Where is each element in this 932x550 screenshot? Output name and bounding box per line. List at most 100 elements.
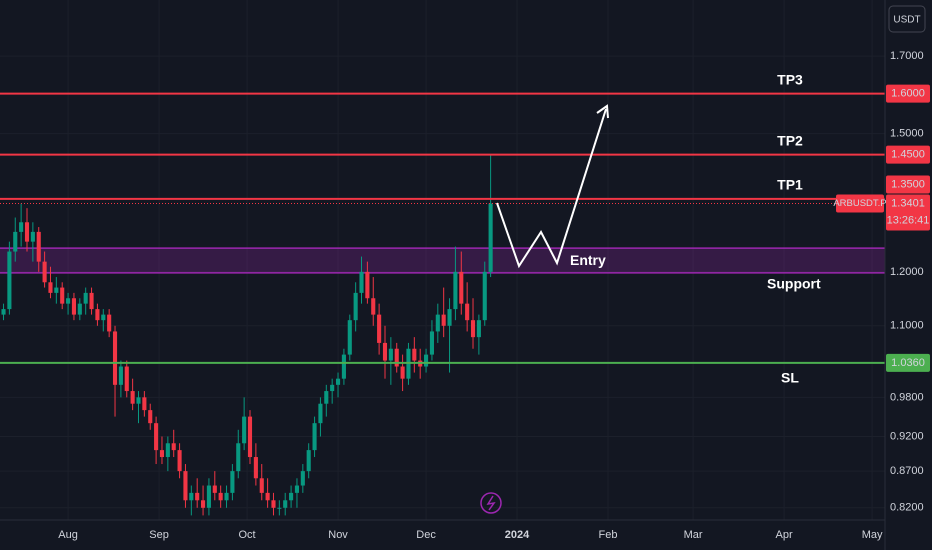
candle-body bbox=[236, 443, 241, 472]
candle-body bbox=[7, 251, 12, 310]
candle-body bbox=[36, 231, 41, 262]
levels: TP3 TP2 TP1 SL bbox=[0, 71, 885, 386]
candle-body bbox=[324, 391, 329, 404]
candle-body bbox=[359, 271, 364, 293]
price-tags: 1.6000 1.4500 1.3500 1.0360 1.3401 13:26:41AR… bbox=[833, 84, 930, 372]
candle-body bbox=[253, 457, 258, 479]
candle-body bbox=[377, 314, 382, 343]
candle-body bbox=[247, 416, 253, 458]
x-tick-label: Mar bbox=[684, 529, 703, 541]
candle-body bbox=[289, 492, 294, 501]
candle-body bbox=[312, 423, 317, 451]
candle-body bbox=[382, 342, 388, 361]
candle-body bbox=[429, 331, 434, 355]
x-tick-label: Sep bbox=[149, 529, 169, 541]
candle-body bbox=[412, 348, 417, 361]
y-tick-label: 0.8200 bbox=[890, 502, 924, 514]
candle-body bbox=[470, 320, 476, 338]
icon-ring bbox=[480, 492, 502, 514]
projection-arrowhead bbox=[596, 104, 609, 119]
candle-body bbox=[177, 450, 182, 472]
price-tag bbox=[886, 175, 930, 194]
x-tick-label: Apr bbox=[775, 529, 792, 541]
candle-body bbox=[71, 298, 76, 315]
candle-body bbox=[242, 416, 247, 444]
candle-body bbox=[294, 485, 300, 493]
candle-body bbox=[482, 271, 487, 321]
level-name: TP3 bbox=[777, 71, 803, 87]
candle-body bbox=[488, 203, 493, 272]
candle-body bbox=[136, 397, 141, 404]
candle-body bbox=[453, 271, 458, 310]
price-tag bbox=[886, 84, 930, 103]
candle-body bbox=[335, 378, 341, 385]
candle-body bbox=[400, 366, 405, 379]
price-tag bbox=[886, 353, 930, 372]
candle-body bbox=[189, 492, 194, 501]
candle-body bbox=[83, 292, 88, 304]
candle-body bbox=[347, 320, 352, 355]
candle-body bbox=[447, 309, 452, 326]
y-tick-label: 1.2000 bbox=[890, 266, 924, 278]
candle-body bbox=[1, 309, 6, 315]
x-tick-label: 2024 bbox=[505, 529, 530, 541]
candle-body bbox=[459, 271, 464, 304]
candle-body bbox=[54, 287, 59, 293]
x-tick-label: May bbox=[862, 529, 883, 541]
candle-body bbox=[183, 471, 188, 501]
candle-body bbox=[265, 492, 270, 501]
candle-body bbox=[353, 292, 358, 321]
grid bbox=[0, 0, 885, 520]
candle-body bbox=[300, 471, 305, 486]
candle-body bbox=[283, 500, 288, 508]
level-name: SL bbox=[781, 370, 799, 386]
candle-body bbox=[465, 303, 470, 321]
candle-body bbox=[212, 485, 217, 493]
candle-body bbox=[394, 348, 399, 367]
symbol-label: ARBUSDT.P bbox=[833, 198, 886, 209]
lightning-icon bbox=[480, 492, 502, 514]
candle-body bbox=[19, 222, 24, 232]
candle-body bbox=[371, 298, 376, 315]
candle-body bbox=[130, 391, 135, 404]
candle-body bbox=[271, 500, 276, 508]
projection-path bbox=[496, 108, 607, 269]
last-price-label: 1.3401 bbox=[891, 197, 925, 209]
countdown: 13:26:41 bbox=[887, 214, 930, 226]
candle-body bbox=[154, 423, 159, 451]
candle-body bbox=[388, 348, 393, 361]
candle-body bbox=[171, 443, 176, 451]
candle-body bbox=[148, 410, 153, 424]
level-name: TP2 bbox=[777, 132, 803, 148]
candle-body bbox=[201, 500, 206, 508]
candle-body bbox=[24, 222, 30, 242]
currency-box[interactable] bbox=[888, 5, 926, 33]
level-name: TP1 bbox=[777, 177, 803, 193]
candle-body bbox=[259, 478, 264, 493]
candle-body bbox=[13, 231, 18, 252]
currency: USDT bbox=[893, 15, 920, 26]
support-zone: Entry Support bbox=[0, 247, 885, 292]
symbol-tag bbox=[836, 194, 884, 213]
candle-body bbox=[89, 292, 94, 310]
candle-body bbox=[230, 471, 235, 493]
candle-body bbox=[124, 366, 129, 392]
zone-name: Support bbox=[767, 276, 821, 292]
candle-body bbox=[77, 303, 82, 315]
candle-body bbox=[206, 485, 211, 508]
price-tag-label: 1.0360 bbox=[891, 357, 925, 369]
candle-body bbox=[101, 314, 106, 321]
price-tag-label: 1.3500 bbox=[891, 178, 925, 190]
candle-body bbox=[341, 354, 346, 379]
candle-body bbox=[112, 331, 118, 385]
y-tick-label: 0.8700 bbox=[890, 465, 924, 477]
y-tick-label: 0.9200 bbox=[890, 430, 924, 442]
price-tag-label: 1.6000 bbox=[891, 88, 925, 100]
x-tick-label: Aug bbox=[58, 529, 78, 541]
candle-body bbox=[30, 231, 35, 242]
candle-body bbox=[118, 366, 123, 385]
candle-body bbox=[95, 309, 100, 321]
candle-body bbox=[330, 384, 335, 392]
